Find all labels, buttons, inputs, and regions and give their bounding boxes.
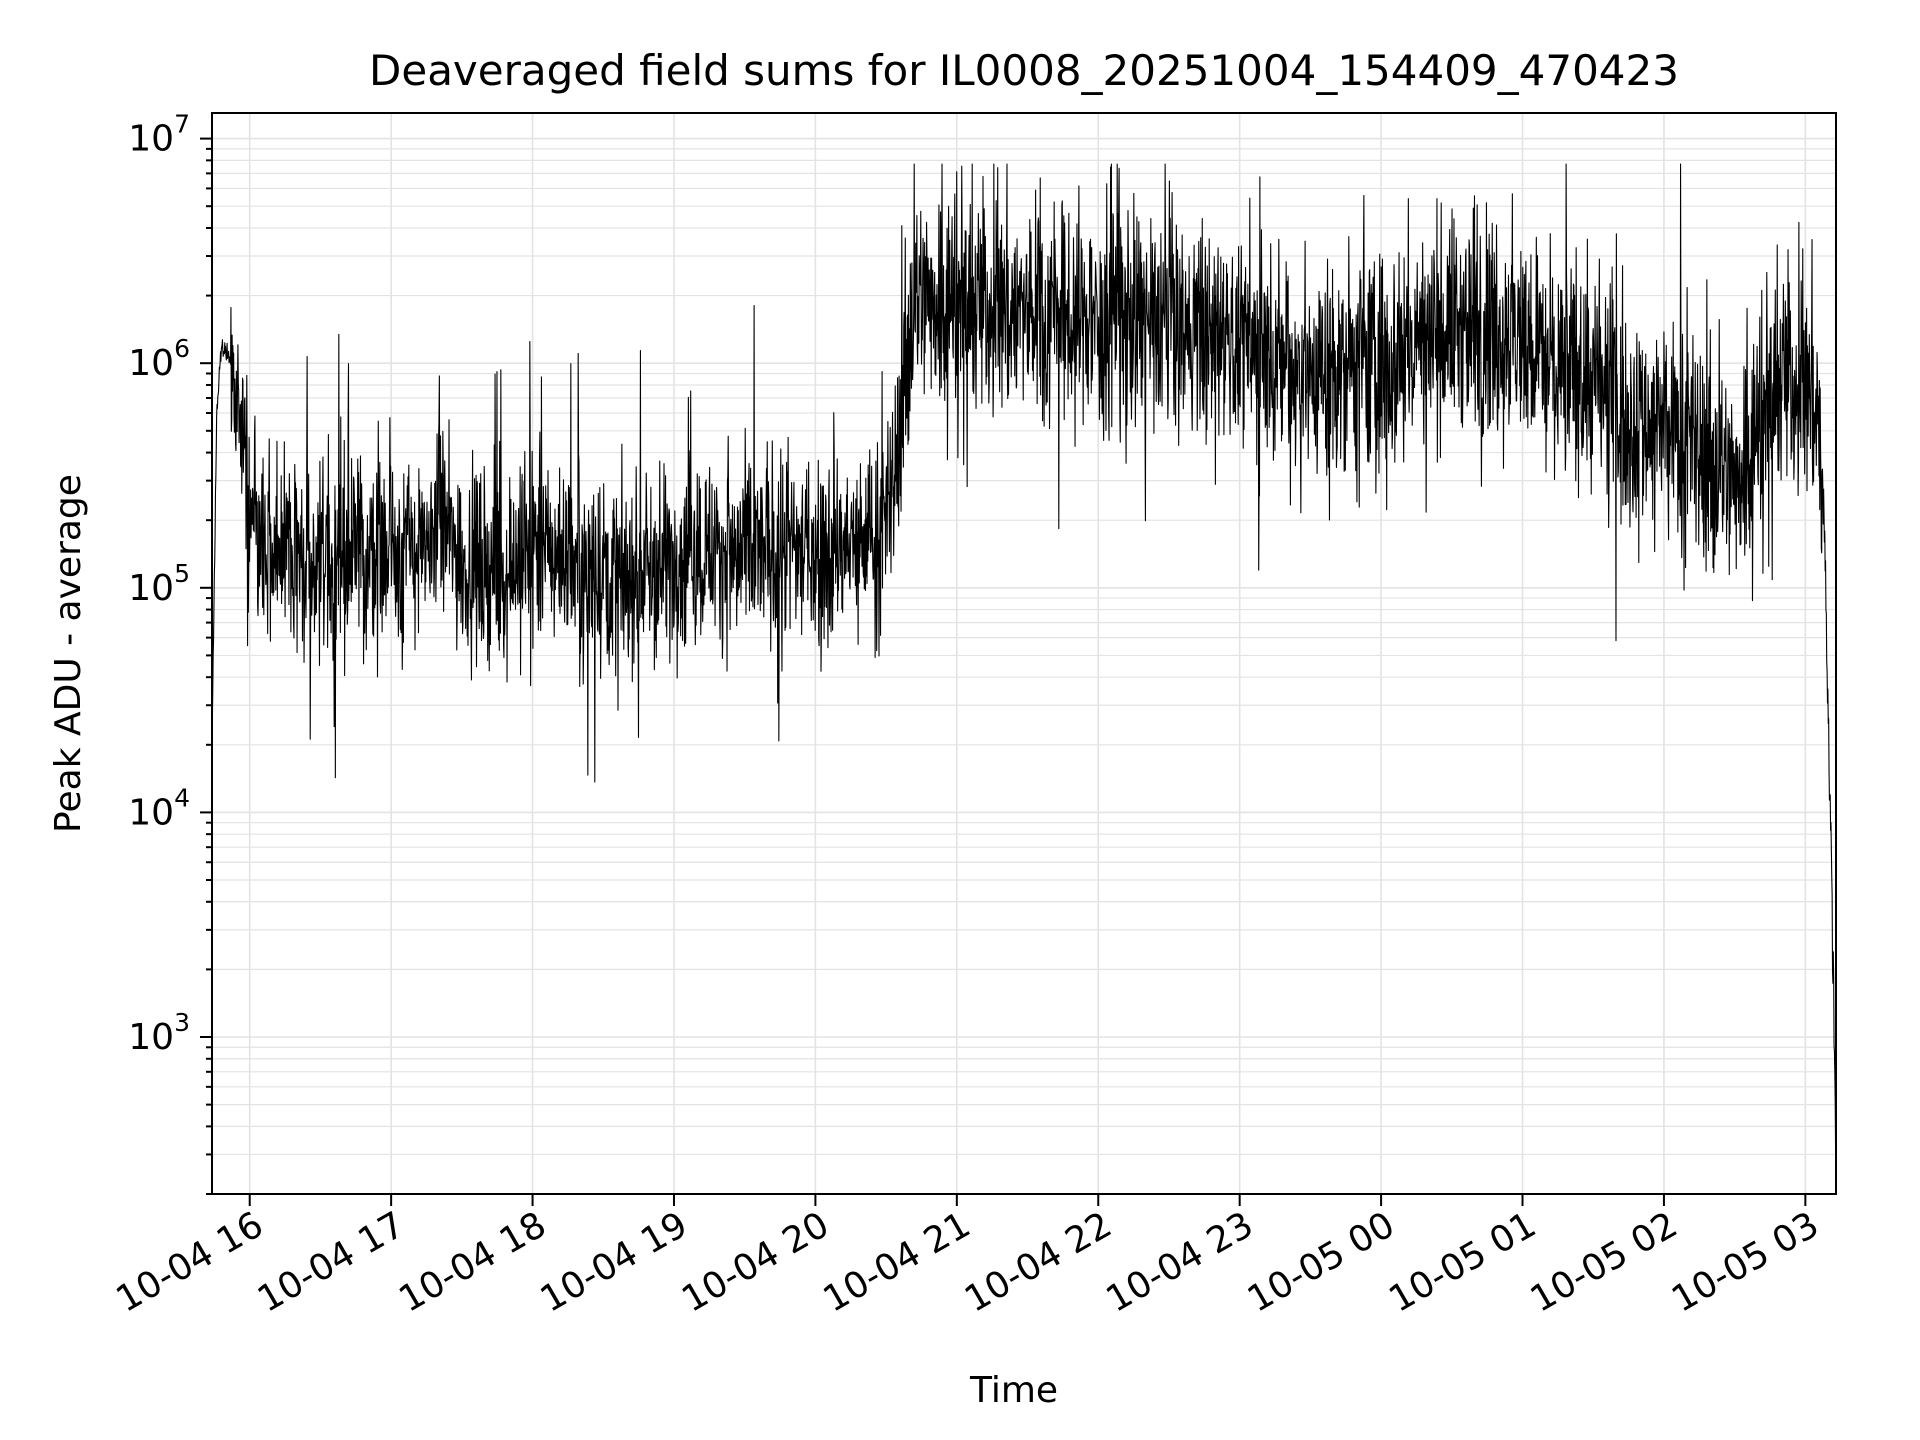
chart-title: Deaveraged field sums for IL0008_2025100… bbox=[369, 46, 1679, 95]
series-line bbox=[211, 163, 1837, 1155]
y-tick-label: 106 bbox=[128, 334, 190, 384]
y-tick-label-exponent: 3 bbox=[174, 1008, 190, 1037]
y-tick-label: 103 bbox=[128, 1008, 190, 1058]
y-tick-label-base: 10 bbox=[128, 343, 174, 384]
y-tick-label: 105 bbox=[128, 559, 190, 609]
y-tick-label-base: 10 bbox=[128, 568, 174, 609]
y-tick-label-base: 10 bbox=[128, 1017, 174, 1058]
y-tick-label: 104 bbox=[128, 783, 190, 833]
x-axis-label: Time bbox=[969, 1370, 1058, 1411]
y-tick-label-base: 10 bbox=[128, 792, 174, 833]
y-tick-label-exponent: 6 bbox=[174, 334, 190, 363]
y-tick-label-exponent: 7 bbox=[174, 110, 190, 139]
y-axis-label: Peak ADU - average bbox=[48, 474, 89, 833]
y-tick-label-exponent: 4 bbox=[174, 783, 190, 812]
y-tick-label: 107 bbox=[128, 110, 190, 160]
plot-frame bbox=[211, 112, 1837, 1195]
y-tick-label-base: 10 bbox=[128, 119, 174, 160]
y-tick-label-exponent: 5 bbox=[174, 559, 190, 588]
